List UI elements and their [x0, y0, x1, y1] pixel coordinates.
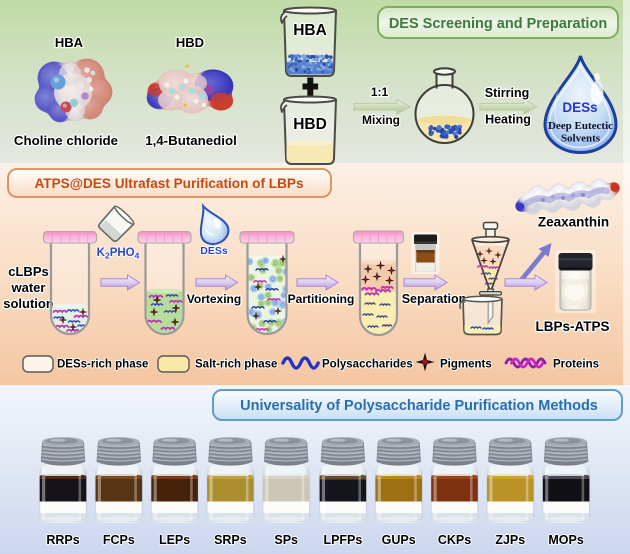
svg-text:Proteins: Proteins [553, 359, 599, 371]
svg-text:water: water [11, 280, 46, 295]
svg-text:SRPs: SRPs [214, 533, 247, 547]
svg-text:CKPs: CKPs [438, 533, 471, 547]
svg-text:cLBPs: cLBPs [8, 264, 48, 279]
svg-text:DES Screening and Preparation: DES Screening and Preparation [389, 16, 607, 32]
svg-text:Universality of Polysaccharide: Universality of Polysaccharide Purificat… [240, 398, 598, 414]
svg-text:Vortexing: Vortexing [187, 292, 241, 306]
svg-text:ZJPs: ZJPs [495, 533, 525, 547]
svg-text:K2PHO4: K2PHO4 [97, 247, 140, 261]
svg-text:Heating: Heating [485, 113, 531, 127]
svg-text:DESs: DESs [562, 100, 597, 115]
svg-text:LPFPs: LPFPs [323, 533, 362, 547]
svg-text:Partitioning: Partitioning [288, 292, 355, 306]
svg-text:FCPs: FCPs [103, 533, 135, 547]
svg-text:ATPS@DES Ultrafast Purificatio: ATPS@DES Ultrafast Purification of LBPs [34, 176, 303, 191]
svg-text:solution: solution [3, 296, 54, 311]
svg-text:Mixing: Mixing [362, 113, 400, 127]
svg-text:Polysaccharides: Polysaccharides [322, 359, 413, 371]
svg-text:Separation: Separation [402, 292, 467, 306]
svg-text:HBA: HBA [293, 22, 327, 39]
svg-text:Choline chloride: Choline chloride [14, 133, 118, 148]
svg-text:HBA: HBA [55, 35, 84, 50]
svg-text:Solvents: Solvents [561, 133, 601, 145]
svg-text:HBD: HBD [293, 116, 327, 133]
svg-text:HBD: HBD [176, 35, 204, 50]
svg-text:Zeaxanthin: Zeaxanthin [538, 215, 609, 230]
svg-text:SPs: SPs [274, 533, 298, 547]
svg-text:Deep Eutectic: Deep Eutectic [548, 120, 613, 132]
svg-text:DESs-rich phase: DESs-rich phase [57, 359, 148, 371]
svg-text:LBPs-ATPS: LBPs-ATPS [535, 319, 609, 334]
svg-text:Stirring: Stirring [485, 86, 529, 100]
svg-text:RRPs: RRPs [46, 533, 79, 547]
svg-text:Salt-rich phase: Salt-rich phase [195, 359, 277, 371]
svg-text:Pigments: Pigments [440, 359, 492, 371]
svg-text:1:1: 1:1 [371, 85, 389, 99]
svg-text:DESs: DESs [200, 245, 228, 257]
svg-text:GUPs: GUPs [382, 533, 416, 547]
svg-text:MOPs: MOPs [548, 533, 583, 547]
svg-text:1,4-Butanediol: 1,4-Butanediol [145, 133, 237, 148]
svg-text:LEPs: LEPs [159, 533, 190, 547]
